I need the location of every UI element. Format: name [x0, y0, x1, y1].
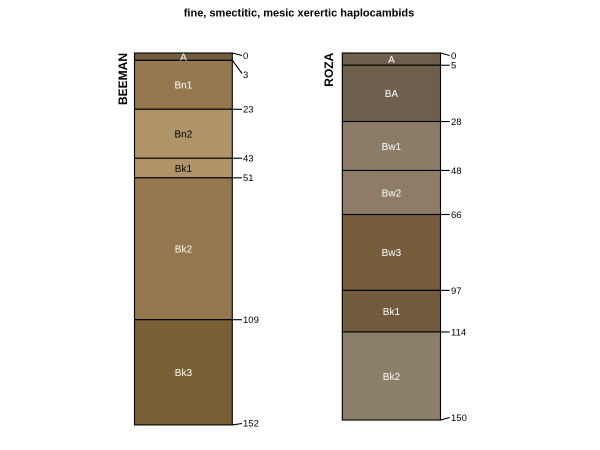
svg-text:Bn1: Bn1	[175, 81, 193, 92]
svg-text:51: 51	[243, 173, 254, 184]
svg-text:Bk2: Bk2	[175, 245, 193, 256]
svg-text:Bk2: Bk2	[383, 372, 401, 383]
svg-text:Bw1: Bw1	[382, 142, 402, 153]
svg-text:A: A	[180, 53, 187, 64]
svg-text:97: 97	[451, 286, 462, 297]
svg-text:BEEMAN: BEEMAN	[116, 53, 130, 105]
svg-text:28: 28	[451, 117, 462, 128]
svg-text:A: A	[388, 55, 395, 66]
svg-text:23: 23	[243, 105, 254, 116]
svg-text:fine, smectitic, mesic xererti: fine, smectitic, mesic xerertic haplocam…	[184, 7, 414, 19]
svg-text:Bk1: Bk1	[175, 164, 193, 175]
svg-text:Bk1: Bk1	[383, 307, 401, 318]
svg-text:48: 48	[451, 166, 462, 177]
svg-text:109: 109	[243, 315, 259, 326]
svg-text:3: 3	[243, 70, 248, 81]
svg-text:Bn2: Bn2	[175, 130, 193, 141]
svg-text:ROZA: ROZA	[322, 52, 336, 86]
svg-text:0: 0	[243, 51, 248, 62]
svg-text:BA: BA	[385, 89, 399, 100]
svg-text:43: 43	[243, 154, 254, 165]
svg-text:150: 150	[451, 413, 467, 424]
svg-text:Bw2: Bw2	[382, 188, 402, 199]
svg-text:66: 66	[451, 210, 462, 221]
svg-text:5: 5	[451, 61, 456, 72]
svg-text:152: 152	[243, 419, 259, 430]
svg-text:Bk3: Bk3	[175, 368, 193, 379]
svg-text:114: 114	[451, 327, 466, 338]
svg-text:Bw3: Bw3	[382, 248, 402, 259]
svg-text:0: 0	[451, 51, 456, 62]
